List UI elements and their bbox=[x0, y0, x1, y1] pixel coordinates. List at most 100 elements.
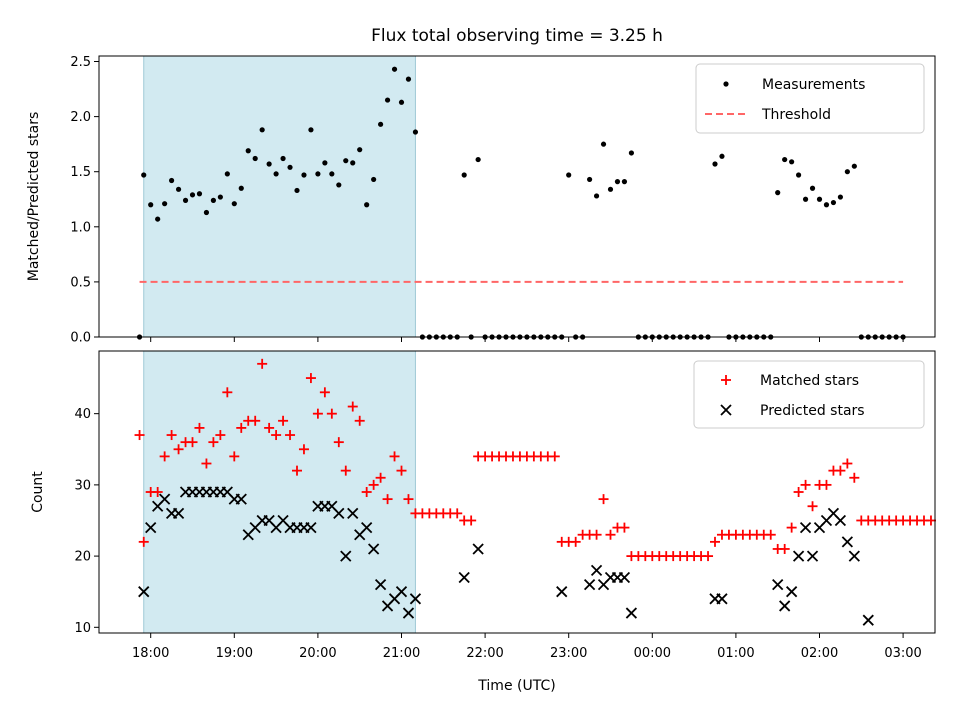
measurement-point bbox=[189, 192, 196, 198]
bottom-y-tick-label: 30 bbox=[74, 478, 91, 493]
measurement-point bbox=[412, 129, 419, 135]
x-tick-label: 20:00 bbox=[299, 646, 336, 661]
matched-star-point bbox=[807, 501, 818, 512]
matched-star-point bbox=[598, 494, 609, 505]
legend-threshold-label: Threshold bbox=[761, 107, 831, 123]
matched-star-point bbox=[201, 458, 212, 469]
x-tick-label: 19:00 bbox=[216, 646, 253, 661]
bottom-legend-box bbox=[693, 360, 925, 429]
predicted-star-point bbox=[834, 514, 847, 527]
measurement-point bbox=[587, 176, 593, 183]
measurement-point bbox=[266, 161, 272, 167]
measurement-point bbox=[245, 148, 251, 154]
matched-star-point bbox=[229, 451, 240, 462]
matched-star-point bbox=[619, 522, 630, 533]
measurement-point bbox=[238, 185, 244, 191]
matched-star-point bbox=[396, 465, 407, 476]
measurement-point bbox=[384, 97, 391, 103]
matched-star-point bbox=[368, 479, 379, 490]
legend-measurements-label: Measurements bbox=[762, 77, 865, 93]
measurement-point bbox=[280, 155, 286, 162]
top-y-axis-label: Matched/Predicted stars bbox=[26, 112, 42, 282]
predicted-star-point bbox=[716, 593, 728, 605]
x-tick-label: 23:00 bbox=[550, 646, 587, 661]
bottom-plot-frame bbox=[98, 350, 936, 634]
matched-star-point bbox=[340, 465, 351, 476]
matched-star-point bbox=[382, 494, 393, 505]
top-y-tick-label: 1.5 bbox=[70, 165, 91, 180]
x-axis-label: Time (UTC) bbox=[477, 678, 555, 694]
matched-star-point bbox=[800, 479, 811, 490]
measurement-point bbox=[141, 172, 147, 178]
matched-star-point bbox=[312, 408, 323, 419]
measurement-point bbox=[350, 160, 356, 166]
chart-title: Flux total observing time = 3.25 h bbox=[371, 26, 663, 46]
predicted-star-point bbox=[618, 571, 631, 584]
predicted-star-point bbox=[848, 550, 860, 562]
predicted-star-point bbox=[772, 578, 784, 591]
matched-star-point bbox=[710, 536, 720, 547]
matched-star-point bbox=[215, 430, 226, 441]
measurement-point bbox=[273, 171, 279, 177]
x-tick-label: 01:00 bbox=[717, 646, 754, 661]
measurement-point bbox=[851, 163, 857, 169]
bottom-y-tick-label: 40 bbox=[74, 407, 91, 422]
predicted-star-point bbox=[779, 600, 791, 612]
x-tick-label: 21:00 bbox=[383, 646, 420, 661]
measurement-point bbox=[203, 209, 210, 216]
x-tick-label: 02:00 bbox=[801, 646, 838, 661]
matched-star-point bbox=[403, 494, 414, 505]
measurement-point bbox=[231, 201, 237, 207]
matched-star-point bbox=[319, 387, 330, 398]
matched-star-point bbox=[278, 415, 289, 426]
matched-star-point bbox=[389, 451, 400, 462]
predicted-star-point bbox=[409, 593, 422, 605]
predicted-star-point bbox=[347, 507, 359, 520]
matched-star-point bbox=[347, 401, 358, 412]
matched-star-point bbox=[849, 472, 860, 483]
measurement-point bbox=[837, 194, 844, 200]
legend-matched-label: Matched stars bbox=[760, 373, 859, 389]
measurement-point bbox=[405, 76, 412, 82]
measurement-point bbox=[336, 182, 342, 188]
measurement-point bbox=[287, 164, 293, 170]
matched-star-point bbox=[326, 408, 337, 419]
matched-star-point bbox=[570, 536, 581, 547]
top-panel: 0.0 0.5 1.0 1.5 2.0 2.5 Matched/Predicted sta… bbox=[26, 55, 936, 346]
measurement-point bbox=[796, 172, 802, 178]
measurement-point bbox=[475, 156, 481, 163]
predicted-star-point bbox=[556, 586, 568, 598]
x-tick-label: 03:00 bbox=[884, 646, 921, 661]
measurement-point bbox=[217, 194, 223, 200]
predicted-star-point bbox=[792, 550, 805, 562]
bottom-panel: 10 20 30 40 18:00 19:00 20:00 21:00 22:00 23:00 0… bbox=[30, 350, 936, 661]
top-y-tick-label: 2.5 bbox=[70, 55, 91, 70]
matched-star-point bbox=[134, 430, 145, 441]
predicted-star-point bbox=[158, 493, 171, 505]
bottom-y-axis-label: Count bbox=[30, 471, 46, 513]
measurement-point bbox=[308, 127, 314, 133]
measurement-point bbox=[175, 186, 182, 192]
matched-star-point bbox=[298, 444, 309, 455]
matched-star-point bbox=[354, 415, 365, 426]
matched-star-point bbox=[452, 508, 463, 519]
measurement-point bbox=[461, 172, 467, 178]
matched-star-point bbox=[222, 387, 233, 398]
measurement-point bbox=[809, 185, 816, 191]
measurement-point bbox=[719, 153, 725, 159]
predicted-star-point bbox=[235, 493, 247, 505]
x-tick-label: 22:00 bbox=[466, 646, 503, 661]
matched-star-point bbox=[292, 465, 302, 476]
matched-star-point bbox=[305, 373, 316, 384]
matched-star-point bbox=[333, 437, 344, 448]
predicted-star-point bbox=[458, 571, 470, 584]
predicted-star-point bbox=[172, 507, 185, 520]
measurement-point bbox=[391, 66, 398, 72]
predicted-star-point bbox=[862, 614, 874, 626]
predicted-star-point bbox=[799, 521, 812, 534]
measurement-point bbox=[357, 147, 363, 153]
legend-measurements-marker bbox=[723, 81, 729, 87]
matched-star-point bbox=[375, 472, 386, 483]
top-shaded-region bbox=[143, 55, 416, 338]
